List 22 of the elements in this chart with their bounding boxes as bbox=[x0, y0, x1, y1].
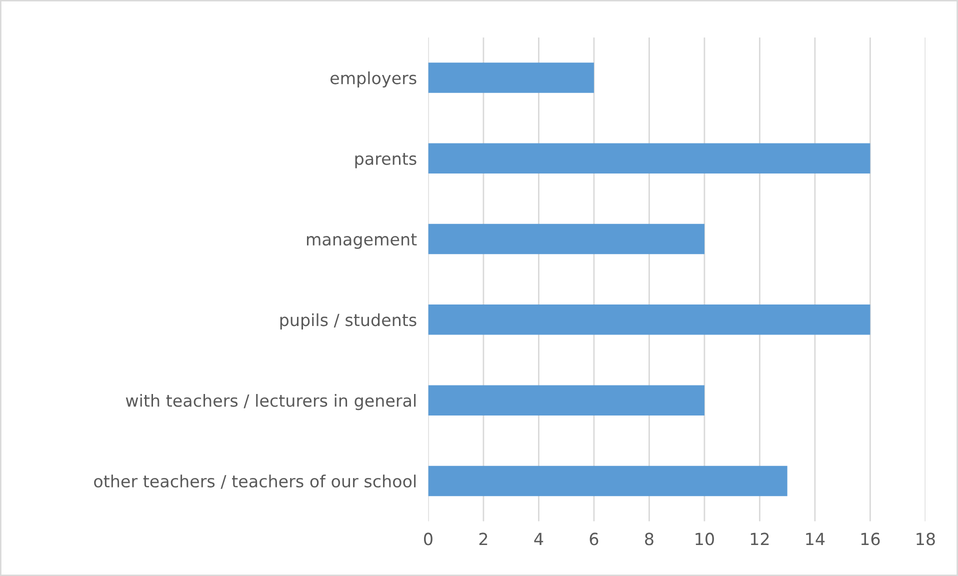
x-tick-label: 10 bbox=[696, 532, 714, 546]
x-tick-label: 6 bbox=[590, 532, 598, 546]
x-tick-label: 2 bbox=[479, 532, 488, 546]
y-tick-label: employers bbox=[330, 71, 416, 88]
x-tick-label: 8 bbox=[645, 532, 654, 546]
y-tick-label: management bbox=[306, 234, 417, 249]
x-tick-label: 0 bbox=[424, 532, 432, 546]
y-tick-label: parents bbox=[355, 153, 416, 168]
bar bbox=[428, 385, 704, 416]
x-tick-label: 12 bbox=[750, 532, 769, 546]
x-tick-label: 4 bbox=[534, 532, 544, 546]
y-tick-label: pupils / students bbox=[280, 313, 416, 330]
bar bbox=[428, 224, 704, 254]
x-tick-label: 18 bbox=[916, 532, 935, 546]
y-tick-label: with teachers / lecturers in general bbox=[126, 394, 416, 410]
x-tick-label: 14 bbox=[806, 532, 825, 546]
bar bbox=[428, 62, 594, 93]
x-tick-label: 16 bbox=[861, 532, 880, 546]
bar bbox=[428, 304, 870, 335]
bar bbox=[428, 143, 870, 174]
bar bbox=[428, 466, 788, 496]
y-tick-label: other teachers / teachers of our school bbox=[94, 474, 416, 489]
